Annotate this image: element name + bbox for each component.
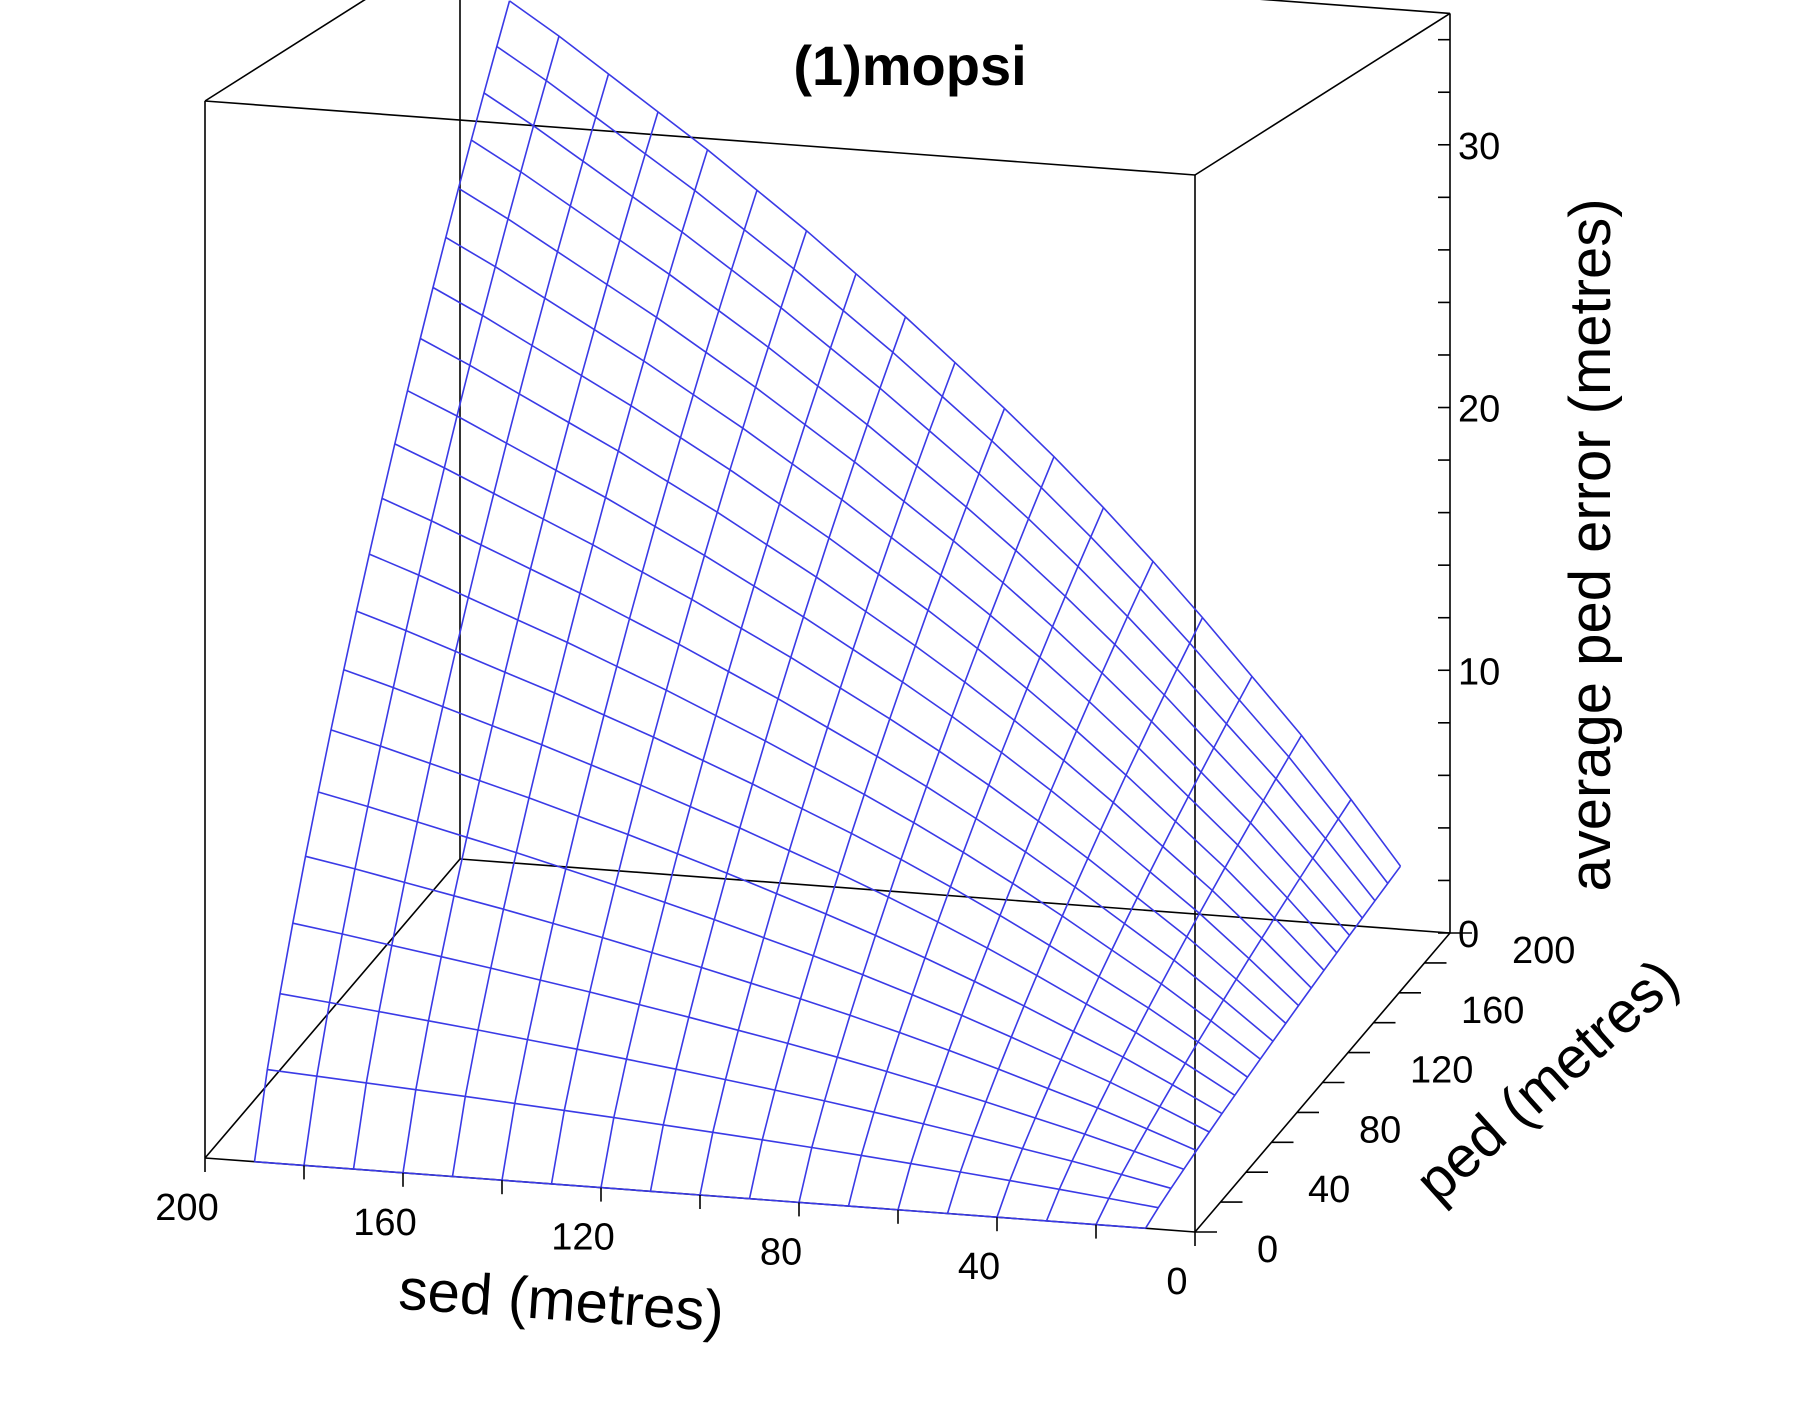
surface-line-sed [1095,799,1352,1225]
surface-line-sed [847,507,1105,1207]
y-tick-label: 40 [1308,1169,1350,1211]
z-tick-label: 10 [1458,651,1500,693]
surface-line-ped [343,668,1236,1096]
surface-line-sed [451,149,709,1177]
surface-line-ped [330,729,1223,1115]
z-axis-label: average ped error (metres) [1558,198,1623,891]
x-tick-label: 0 [1166,1261,1187,1303]
box-edge [459,858,1451,934]
surface-line-ped [356,610,1248,1078]
box-edge [1259,0,1451,15]
surface-mesh [253,0,1402,1230]
surface-line-ped [394,443,1287,1024]
x-tick-label: 120 [551,1217,614,1259]
axis-box [204,0,1451,1233]
surface-line-sed [1045,734,1303,1222]
surface-line-ped [279,992,1172,1190]
surface-line-ped [458,187,1351,936]
chart-title: (1)mopsi [793,34,1026,97]
surface-line-sed [550,230,808,1185]
y-tick-label: 0 [1257,1229,1278,1271]
surface-line-ped [407,389,1300,1007]
x-tick-label: 80 [760,1231,802,1273]
surface-line-sed [253,0,511,1162]
surface-line-ped [483,92,1376,902]
x-tick-label: 200 [155,1187,218,1229]
y-tick-label: 80 [1359,1109,1401,1151]
x-tick-label: 40 [958,1246,1000,1288]
surface-line-ped [470,139,1363,919]
y-tick-label: 200 [1512,930,1575,972]
surface-line-ped [267,1068,1159,1209]
y-tick-label: 160 [1461,990,1524,1032]
x-axis-label: sed (metres) [397,1257,726,1345]
surface-line-ped [292,922,1185,1171]
surface-line-ped [368,553,1261,1060]
box-edge [204,0,366,102]
surface-line-sed [501,189,758,1181]
z-tick-label: 30 [1458,126,1500,168]
surface-line-ped [419,337,1312,989]
surface-line-ped [496,45,1389,884]
y-tick-label: 120 [1410,1050,1473,1092]
surface-line-sed [946,617,1204,1214]
x-tick-label: 160 [353,1202,416,1244]
box-edge [204,100,1196,176]
surface-line-sed [897,561,1154,1211]
surface-line-ped [318,791,1210,1133]
surface-line-sed [352,73,610,1170]
surface-line-ped [381,497,1274,1042]
z-tick-label: 0 [1458,914,1479,956]
surface-line-ped [445,236,1338,954]
surface-line-sed [996,676,1253,1218]
box-edge [204,858,461,1159]
z-tick-label: 20 [1458,389,1500,431]
surface-line-ped [509,0,1402,867]
surface-line-sed [402,111,659,1173]
surface-line-ped [432,286,1325,971]
box-edge [1194,12,1451,176]
surface-line-sed [699,362,956,1196]
surface-line-ped [305,855,1197,1152]
